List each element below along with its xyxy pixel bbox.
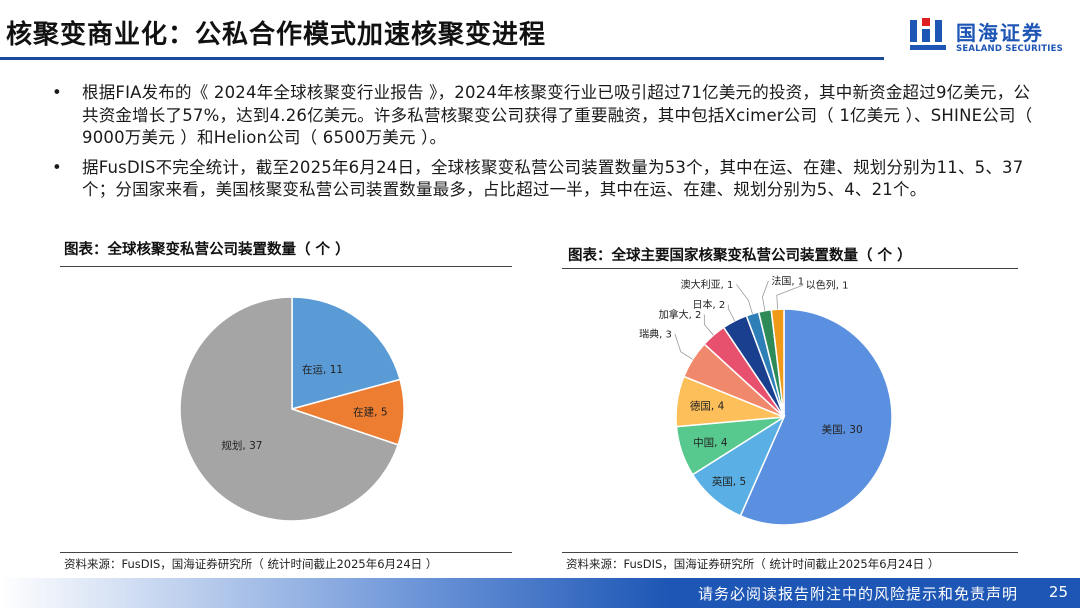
pie-label-7: 澳大利亚, 1 [681,278,734,291]
right-chart-caption: 图表：全球主要国家核聚变私营公司装置数量（ 个 ） [568,248,912,264]
pie-leader-line [727,304,736,322]
pie-label-1: 在建, 5 [353,405,387,418]
pie-leader-line [674,333,693,360]
bullet-dot: • [52,83,62,102]
bullet-item: • 根据FIA发布的《 2024年全球核聚变行业报告 》，2024年核聚变行业已… [52,82,1042,150]
right-source-note: 资料来源：FusDIS，国海证券研究所（ 统计时间截止2025年6月24日 ） [566,557,940,571]
bullet-text: 据FusDIS不完全统计，截至2025年6月24日，全球核聚变私营公司装置数量为… [82,157,1024,200]
left-caption-rule [60,266,512,267]
right-caption-rule [562,268,1018,269]
pie-label-2: 规划, 37 [221,439,262,452]
pie-label-9: 以色列, 1 [806,279,849,292]
pie-slice-9 [770,308,785,418]
pie-label-4: 瑞典, 3 [639,327,672,340]
bullet-text: 根据FIA发布的《 2024年全球核聚变行业报告 》，2024年核聚变行业已吸引… [82,83,1033,147]
page-title: 核聚变商业化：公私合作模式加速核聚变进程 [6,20,547,50]
left-source-rule [60,552,512,553]
company-logo: 国海证券 SEALAND SECURITIES [908,16,1068,60]
footer-bar: 请务必阅读报告附注中的风险提示和免责声明 25 [0,578,1080,608]
bullet-list: • 根据FIA发布的《 2024年全球核聚变行业报告 》，2024年核聚变行业已… [52,82,1042,209]
pie-label-0: 在运, 11 [302,364,343,376]
left-chart-caption: 图表：全球核聚变私营公司装置数量（ 个 ） [64,242,350,258]
pie-slice-0 [291,296,401,410]
pie-label-2: 中国, 4 [693,436,728,449]
title-rule [0,57,884,60]
left-pie-chart: 在运, 11 在建, 5 规划, 37 [179,296,405,522]
pie-label-3: 德国, 4 [690,400,725,413]
pie-label-5: 加拿大, 2 [659,308,702,321]
footer-disclaimer: 请务必阅读报告附注中的风险提示和免责声明 [697,585,1018,603]
pie-label-1: 英国, 5 [712,475,746,488]
pie-leader-line [762,280,769,311]
logo-text-cn: 国海证券 [956,21,1044,45]
page-number: 25 [1048,583,1068,601]
pie-leader-line [703,314,714,336]
pie-leader-line [776,284,803,310]
pie-label-8: 法国, 1 [771,274,804,287]
pie-slice-2 [179,296,400,522]
bullet-dot: • [52,157,62,177]
pie-label-6: 日本, 2 [693,298,726,311]
left-source-note: 资料来源：FusDIS，国海证券研究所（ 统计时间截止2025年6月24日 ） [64,557,438,571]
logo-mark-icon [910,18,946,50]
right-pie-chart: 美国, 30 英国, 5 中国, 4 德国, 4 瑞典, 3 加拿大, 2日本, 2 澳大利… [639,274,893,526]
bullet-item: • 据FusDIS不完全统计，截至2025年6月24日，全球核聚变私营公司装置数… [52,157,1042,202]
logo-text-en: SEALAND SECURITIES [956,44,1063,54]
right-source-rule [562,552,1018,553]
pie-label-0: 美国, 30 [822,423,863,436]
pie-leader-line [736,284,753,314]
pie-slice-0 [739,308,893,526]
